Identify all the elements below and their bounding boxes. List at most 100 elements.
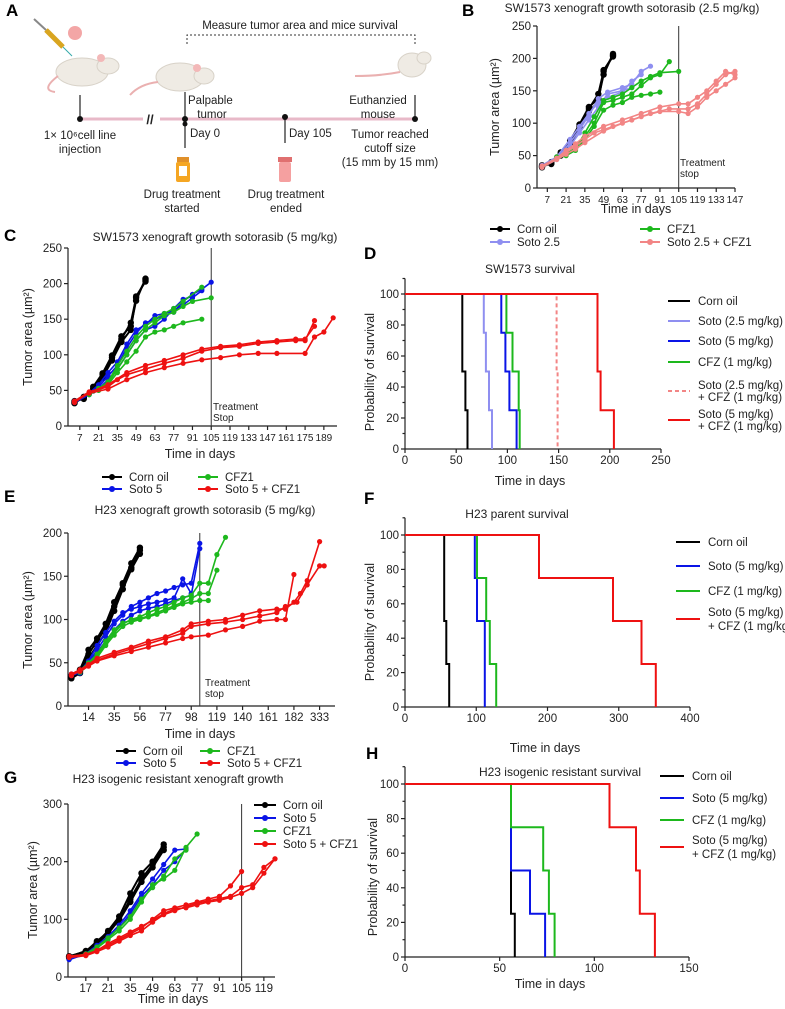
data-point — [261, 870, 267, 876]
data-point — [676, 101, 682, 107]
data-point — [137, 616, 143, 623]
chart-panel-g: G H23 isogenic resistant xenograft growth… — [4, 768, 358, 1006]
x-tick-label: 133 — [708, 195, 725, 206]
replicate-line — [74, 317, 334, 403]
data-point — [180, 630, 186, 636]
data-point — [127, 913, 133, 920]
x-tick-label: 35 — [112, 433, 124, 444]
data-point — [563, 147, 569, 153]
data-point — [282, 616, 288, 623]
data-point — [272, 856, 278, 862]
x-tick-label: 21 — [561, 195, 573, 206]
data-point — [274, 616, 280, 623]
data-point — [208, 279, 214, 285]
y-tick-label: 20 — [386, 668, 399, 680]
y-tick-label: 60 — [386, 351, 399, 363]
replicate-line — [74, 320, 316, 402]
data-point — [96, 382, 102, 388]
replicate-line — [71, 543, 201, 675]
data-point — [666, 59, 672, 65]
data-point — [619, 120, 626, 126]
timeline-dot — [182, 121, 188, 127]
data-point — [111, 651, 117, 657]
data-point — [108, 357, 116, 364]
data-point — [71, 399, 78, 406]
chart-panel-f: F H23 parent survival Time in days Probabil… — [363, 489, 785, 755]
data-point — [563, 151, 569, 157]
panel-letter-g: G — [4, 768, 17, 787]
x-tick-label: 50 — [450, 455, 463, 467]
data-point — [142, 370, 149, 376]
legend-marker — [207, 748, 213, 754]
legend-label: Soto 5 — [143, 758, 176, 770]
data-point — [293, 336, 299, 342]
x-tick-label: 250 — [651, 455, 670, 467]
survival-curve — [405, 783, 556, 957]
data-point — [180, 601, 186, 607]
data-point — [127, 929, 133, 935]
y-tick-label: 100 — [380, 779, 399, 791]
y-tick-label: 200 — [43, 528, 62, 540]
x-axis-label: Time in days — [138, 992, 208, 1006]
data-point — [208, 295, 214, 301]
chart-title: H23 isogenic resistant xenograft growth — [73, 772, 284, 786]
x-tick-label: 49 — [131, 433, 143, 444]
data-point — [609, 53, 617, 60]
data-point — [136, 550, 144, 557]
y-tick-label: 150 — [43, 571, 62, 583]
data-point — [152, 320, 158, 326]
data-point — [240, 612, 246, 618]
data-point — [172, 867, 178, 873]
x-tick-label: 56 — [133, 712, 146, 724]
data-point — [150, 917, 156, 924]
mouse-icon-injection — [47, 54, 120, 93]
data-point — [163, 635, 169, 642]
data-point — [103, 638, 109, 644]
data-point — [282, 603, 288, 610]
data-point — [567, 136, 573, 142]
data-point — [694, 104, 701, 110]
measure-bracket — [186, 34, 416, 44]
x-tick-label: 333 — [310, 712, 329, 724]
y-axis-label: Tumor area (µm²) — [488, 58, 502, 156]
chart-panel-h: H H23 isogenic resistant survival Time in … — [366, 744, 776, 991]
treatment-stop-label: Treatment — [205, 678, 250, 689]
y-tick-label: 100 — [43, 615, 62, 627]
survival-curve — [405, 293, 493, 449]
panel-letter-f: F — [364, 489, 374, 508]
data-point — [539, 164, 545, 170]
data-point — [257, 608, 263, 614]
treatment-stop-label: Stop — [213, 413, 234, 424]
x-axis-label: Time in days — [515, 977, 585, 991]
data-point — [128, 606, 134, 612]
data-point — [199, 284, 205, 290]
data-point — [723, 68, 729, 74]
data-point — [189, 295, 196, 301]
x-tick-label: 7 — [77, 433, 83, 444]
x-tick-label: 63 — [149, 433, 161, 444]
panel-letter-d: D — [364, 244, 376, 263]
x-axis-label: Time in days — [510, 741, 580, 755]
legend-label: CFZ1 — [227, 746, 256, 758]
data-point — [145, 641, 151, 647]
data-point — [199, 357, 205, 363]
data-point — [591, 114, 597, 120]
x-tick-label: 77 — [191, 983, 204, 995]
palpable-label: Palpable — [188, 95, 233, 107]
y-tick-label: 60 — [386, 848, 399, 860]
y-axis-label: Tumor area (µm²) — [26, 841, 40, 939]
y-tick-label: 40 — [386, 883, 399, 895]
replicate-line — [541, 73, 642, 166]
x-tick-label: 35 — [579, 195, 591, 206]
legend-label: Corn oil — [143, 746, 183, 758]
cells-icon — [68, 26, 82, 40]
data-point — [105, 941, 111, 947]
data-point — [214, 552, 220, 558]
x-tick-label: 91 — [213, 983, 226, 995]
data-point — [163, 640, 169, 646]
y-tick-label: 300 — [43, 799, 62, 811]
data-point — [163, 588, 169, 594]
data-point — [629, 78, 635, 84]
data-point — [629, 85, 635, 91]
data-point — [619, 99, 626, 106]
